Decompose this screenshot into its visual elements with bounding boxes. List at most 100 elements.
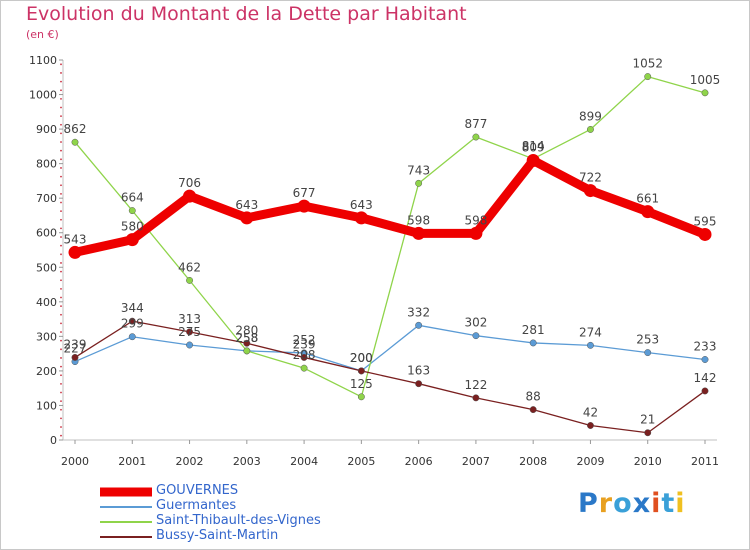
data-label-Bussy-Saint-Martin: 344: [121, 301, 144, 315]
x-tick-label: 2002: [176, 455, 204, 468]
data-label-Guermantes: 252: [293, 333, 316, 347]
y-minor-tick: [60, 106, 62, 109]
x-tick-label: 2006: [405, 455, 433, 468]
y-tick-label: 300: [36, 330, 57, 343]
data-point-Bussy-Saint-Martin: [357, 367, 365, 375]
data-point-Bussy-Saint-Martin: [587, 422, 594, 429]
legend-label: Guermantes: [156, 498, 237, 513]
data-label-Bussy-Saint-Martin: 21: [640, 413, 655, 427]
x-tick-label: 2004: [290, 455, 318, 468]
data-label-GOUVERNES: 809: [522, 141, 545, 155]
data-point-Bussy-Saint-Martin: [128, 317, 136, 325]
data-label-Guermantes: 200: [350, 351, 373, 365]
x-tick-label: 2001: [118, 455, 146, 468]
data-point-Guermantes: [128, 333, 136, 341]
y-minor-tick: [60, 253, 62, 256]
data-label-Bussy-Saint-Martin: 239: [293, 337, 316, 351]
y-tick-label: 1100: [29, 54, 57, 67]
series-line-Saint-Thibault-des-Vignes: [74, 75, 706, 398]
y-tick-label: 800: [36, 158, 57, 171]
x-tick-label: 2010: [634, 455, 662, 468]
legend-swatch: [100, 487, 152, 496]
data-point-Bussy-Saint-Martin: [300, 353, 308, 361]
data-label-Guermantes: 258: [235, 331, 258, 345]
y-tick-label: 200: [36, 365, 57, 378]
data-point-GOUVERNES: [641, 205, 655, 219]
data-label-Saint-Thibault-des-Vignes: 814: [522, 139, 545, 153]
y-minor-tick: [60, 141, 62, 143]
data-point-GOUVERNES: [297, 199, 311, 213]
y-minor-tick: [60, 236, 62, 238]
y-minor-tick: [60, 80, 62, 83]
data-point-GOUVERNES: [698, 227, 712, 241]
data-label-Saint-Thibault-des-Vignes: 1005: [690, 73, 721, 87]
y-minor-tick: [60, 357, 62, 359]
legend-swatch: [100, 520, 152, 523]
data-label-Saint-Thibault-des-Vignes: 862: [64, 122, 87, 136]
y-minor-tick: [60, 149, 62, 152]
data-label-GOUVERNES: 543: [64, 232, 87, 246]
data-point-GOUVERNES: [469, 226, 483, 240]
data-label-Saint-Thibault-des-Vignes: 1052: [632, 57, 663, 71]
y-minor-tick: [60, 279, 62, 282]
data-label-Bussy-Saint-Martin: 239: [64, 337, 87, 351]
data-point-GOUVERNES: [68, 245, 82, 259]
data-label-Bussy-Saint-Martin: 142: [694, 371, 717, 385]
data-label-GOUVERNES: 595: [694, 214, 717, 228]
data-point-Guermantes: [472, 332, 480, 340]
data-point-Saint-Thibault-des-Vignes: [472, 133, 480, 141]
data-label-GOUVERNES: 598: [407, 213, 430, 227]
legend-label: Bussy-Saint-Martin: [156, 528, 279, 543]
data-point-GOUVERNES: [240, 211, 254, 225]
y-minor-tick: [60, 348, 62, 351]
logo-letter: r: [598, 488, 614, 519]
y-axis-unit-label: (en €): [26, 28, 59, 41]
series-line-Guermantes: [74, 324, 706, 372]
y-minor-tick: [60, 63, 62, 66]
x-tick-label: 2009: [576, 455, 604, 468]
y-minor-tick: [60, 72, 62, 74]
y-tick-label: 1000: [29, 89, 57, 102]
y-tick-label: 0: [50, 434, 57, 447]
data-label-Guermantes: 227: [64, 342, 87, 356]
y-tick-label: 400: [36, 296, 57, 309]
data-label-Bussy-Saint-Martin: 122: [464, 378, 487, 392]
y-minor-tick: [60, 227, 62, 230]
data-point-Saint-Thibault-des-Vignes: [128, 207, 136, 215]
y-minor-tick: [60, 400, 62, 403]
data-label-Guermantes: 302: [464, 316, 487, 330]
data-point-Guermantes: [529, 339, 537, 347]
logo-letter: x: [632, 488, 652, 519]
data-label-GOUVERNES: 706: [178, 176, 201, 190]
data-label-Saint-Thibault-des-Vignes: 877: [464, 117, 487, 131]
data-label-Saint-Thibault-des-Vignes: 208: [293, 348, 316, 362]
y-minor-tick: [60, 434, 62, 437]
data-point-Saint-Thibault-des-Vignes: [71, 138, 79, 146]
data-label-Guermantes: 233: [694, 340, 717, 354]
data-label-Guermantes: 253: [636, 333, 659, 347]
y-minor-tick: [60, 167, 62, 169]
data-point-Bussy-Saint-Martin: [701, 387, 709, 395]
x-tick-label: 2007: [462, 455, 490, 468]
series-line-Bussy-Saint-Martin: [74, 320, 706, 434]
y-minor-tick: [60, 244, 62, 247]
y-minor-tick: [60, 210, 62, 213]
logo-letter: o: [613, 488, 633, 519]
y-minor-tick: [60, 123, 62, 126]
data-point-Saint-Thibault-des-Vignes: [701, 89, 709, 97]
data-point-Guermantes: [186, 341, 193, 349]
data-point-Bussy-Saint-Martin: [243, 339, 251, 347]
data-label-Bussy-Saint-Martin: 280: [235, 323, 258, 337]
data-label-Guermantes: 281: [522, 323, 545, 337]
y-minor-tick: [60, 132, 62, 135]
data-point-GOUVERNES: [125, 233, 139, 247]
data-label-Bussy-Saint-Martin: 42: [583, 405, 598, 419]
x-tick-label: 2005: [347, 455, 375, 468]
logo-letter: t: [661, 488, 676, 519]
logo-letter: i: [675, 488, 686, 519]
data-label-Bussy-Saint-Martin: 313: [178, 312, 201, 326]
y-minor-tick: [60, 175, 62, 178]
y-minor-tick: [60, 391, 62, 394]
data-label-Saint-Thibault-des-Vignes: 743: [407, 163, 430, 177]
